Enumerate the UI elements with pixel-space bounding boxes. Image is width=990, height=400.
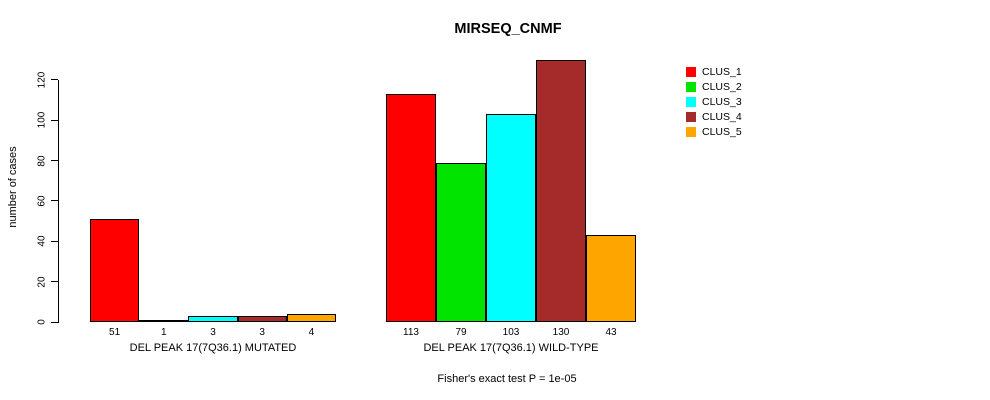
y-tick xyxy=(51,160,58,162)
bar-clus_1-mutated xyxy=(90,219,140,322)
group-label-mutated: DEL PEAK 17(7Q36.1) MUTATED xyxy=(129,342,297,354)
y-tick-label: 40 xyxy=(36,235,48,247)
y-tick xyxy=(51,200,58,202)
y-axis-label: number of cases xyxy=(7,146,19,228)
bar-clus_4-wildtype xyxy=(536,60,586,322)
bar-clus_2-mutated xyxy=(139,320,189,322)
legend-item: CLUS_4 xyxy=(686,109,742,124)
legend: CLUS_1 CLUS_2 CLUS_3 CLUS_4 CLUS_5 xyxy=(686,65,742,139)
bar-value-label: 103 xyxy=(502,327,520,338)
legend-swatch-clus_5 xyxy=(686,126,696,137)
group-label-wildtype: DEL PEAK 17(7Q36.1) WILD-TYPE xyxy=(423,342,599,354)
bar-clus_5-wildtype xyxy=(586,235,636,322)
legend-label: CLUS_4 xyxy=(702,110,742,123)
bar-value-label: 1 xyxy=(161,327,167,338)
legend-item: CLUS_3 xyxy=(686,95,742,110)
bar-value-label: 79 xyxy=(455,327,467,338)
legend-item: CLUS_5 xyxy=(686,124,742,139)
legend-item: CLUS_1 xyxy=(686,65,742,80)
bar-clus_5-mutated xyxy=(286,314,336,322)
bar-clus_2-wildtype xyxy=(436,163,486,322)
legend-swatch-clus_2 xyxy=(686,82,696,93)
y-tick-label: 60 xyxy=(36,195,48,207)
legend-swatch-clus_4 xyxy=(686,111,696,122)
bar-value-label: 113 xyxy=(403,327,419,338)
y-tick-label: 80 xyxy=(36,155,48,167)
bar-value-label: 4 xyxy=(308,327,315,338)
bar-value-label: 130 xyxy=(552,327,570,338)
bar-clus_4-mutated xyxy=(237,316,287,322)
bar-value-label: 43 xyxy=(605,327,617,338)
y-tick-label: 100 xyxy=(36,111,48,129)
y-tick xyxy=(51,79,58,81)
legend-swatch-clus_1 xyxy=(686,67,696,78)
y-tick-label: 120 xyxy=(36,71,48,89)
legend-label: CLUS_5 xyxy=(702,125,742,138)
chart-title: MIRSEQ_CNMF xyxy=(454,21,562,37)
bar-value-label: 51 xyxy=(109,327,121,338)
legend-label: CLUS_3 xyxy=(702,95,742,108)
bar-clus_3-mutated xyxy=(188,316,238,322)
y-tick xyxy=(51,281,58,283)
legend-label: CLUS_2 xyxy=(702,81,742,94)
fisher-test-annotation: Fisher's exact test P = 1e-05 xyxy=(437,373,577,385)
legend-swatch-clus_3 xyxy=(686,96,696,107)
y-tick-label: 0 xyxy=(36,319,48,325)
bar-clus_3-wildtype xyxy=(486,114,536,322)
y-tick xyxy=(51,119,58,121)
bar-value-label: 3 xyxy=(210,327,216,338)
y-axis-line xyxy=(58,80,59,323)
y-tick-label: 20 xyxy=(36,276,48,288)
legend-item: CLUS_2 xyxy=(686,80,742,95)
y-tick xyxy=(51,240,58,242)
bar-clus_1-wildtype xyxy=(386,94,436,322)
bar-value-label: 3 xyxy=(259,327,265,338)
legend-label: CLUS_1 xyxy=(702,66,742,79)
y-tick xyxy=(51,321,58,323)
